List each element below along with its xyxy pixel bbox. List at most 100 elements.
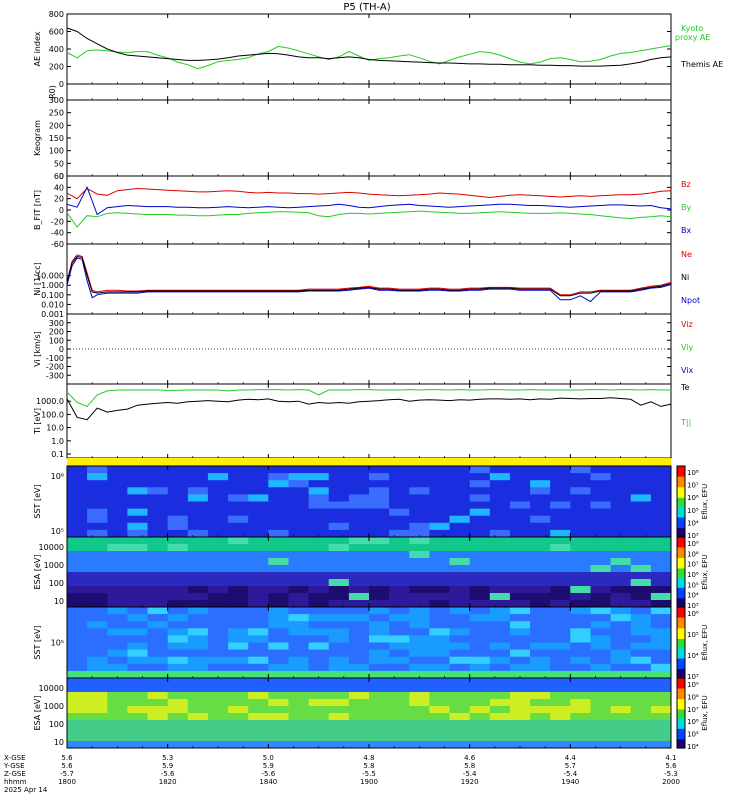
spectrogram-cell	[107, 466, 128, 474]
spectrogram-cell	[167, 614, 189, 622]
spectrogram-cell	[489, 529, 511, 538]
spectrogram-cell	[228, 466, 249, 474]
spectrogram-cell	[348, 720, 370, 728]
spectrogram-cell	[328, 579, 350, 587]
esa-1-colorbar-cell	[677, 601, 685, 605]
series-themis-ae	[66, 27, 672, 67]
legend-bz: Bz	[681, 180, 691, 189]
y-tick-label: 0	[59, 345, 64, 354]
spectrogram-cell	[530, 663, 551, 672]
spectrogram-cell	[187, 635, 209, 643]
y-tick-label: 1.0	[51, 437, 64, 446]
spectrogram-cell	[147, 494, 169, 502]
spectrogram-cell	[127, 537, 148, 545]
spectrogram-cell	[570, 529, 591, 538]
spectrogram-cell	[449, 480, 471, 488]
spectrogram-cell	[328, 649, 350, 658]
spectrogram-cell	[489, 607, 511, 615]
spectrogram-cell	[328, 670, 350, 679]
spectrogram-cell	[590, 508, 612, 517]
spectrogram-cell	[67, 628, 88, 636]
spectrogram-cell	[87, 600, 108, 608]
spectrogram-cell	[389, 579, 410, 587]
spectrogram-cell	[87, 706, 108, 714]
spectrogram-cell	[389, 656, 410, 665]
spectrogram-cell	[469, 621, 491, 629]
x-axis-cell: -5.3	[664, 770, 678, 778]
esa-2-colorbar-cell	[677, 737, 685, 740]
sst-2-colorbar-cell	[677, 623, 685, 626]
spectrogram-cell	[489, 487, 511, 495]
spectrogram-cell	[248, 522, 269, 531]
x-axis-cell: -5.7	[60, 770, 74, 778]
sst-top-strip	[67, 458, 671, 466]
spectrogram-cell	[650, 593, 672, 601]
spectrogram-cell	[127, 628, 148, 636]
sst-1-colorbar-cell	[677, 508, 685, 511]
spectrogram-cell	[268, 558, 289, 566]
spectrogram-cell	[509, 572, 531, 580]
sst-2-colorbar-cell	[677, 656, 685, 659]
esa-1-colorbar-cell	[677, 551, 685, 554]
spectrogram-cell	[187, 572, 209, 580]
spectrogram-cell	[127, 494, 148, 502]
spectrogram-cell	[429, 649, 450, 658]
spectrogram-cell	[650, 642, 672, 651]
x-axis-cell: -5.6	[261, 770, 275, 778]
spectrogram-cell	[228, 614, 249, 622]
x-axis-cell: 5.3	[162, 754, 173, 762]
spectrogram-cell	[207, 565, 229, 573]
esa-1-colorbar-cell	[677, 584, 685, 587]
spectrogram-cell	[207, 720, 229, 728]
esa-2-colorbar-cell	[677, 723, 685, 726]
spectrogram-cell	[509, 607, 531, 615]
spectrogram-cell	[288, 565, 310, 573]
esa-2-colorbar-cell	[677, 679, 685, 683]
spectrogram-cell	[87, 586, 108, 594]
spectrogram-cell	[369, 544, 390, 552]
spectrogram-cell	[288, 720, 310, 728]
colorbar-tick-label: 10³	[687, 602, 699, 610]
spectrogram-cell	[429, 713, 450, 721]
spectrogram-cell	[389, 494, 410, 502]
sst-2-colorbar-cell	[677, 658, 685, 661]
spectrogram-cell	[187, 551, 209, 559]
spectrogram-cell	[469, 473, 491, 481]
spectrogram-cell	[328, 466, 350, 474]
spectrogram-cell	[590, 565, 612, 573]
spectrogram-cell	[530, 635, 551, 643]
esa-1-colorbar-cell	[677, 589, 685, 592]
sst-1-colorbar-cell	[677, 478, 685, 481]
spectrogram-cell	[369, 663, 390, 672]
spectrogram-cell	[630, 529, 652, 538]
spectrogram-cell	[590, 678, 612, 686]
spectrogram-cell	[308, 565, 330, 573]
colorbar-tick-label: 10⁶	[687, 494, 699, 502]
spectrogram-cell	[570, 572, 591, 580]
spectrogram-cell	[228, 699, 249, 707]
spectrogram-cell	[268, 607, 289, 615]
spectrogram-cell	[288, 628, 310, 636]
spectrogram-cell	[328, 473, 350, 481]
spectrogram-cell	[550, 593, 571, 601]
spectrogram-cell	[489, 741, 511, 749]
spectrogram-cell	[348, 670, 370, 679]
spectrogram-cell	[650, 656, 672, 665]
spectrogram-cell	[590, 635, 612, 643]
spectrogram-cell	[650, 515, 672, 524]
x-axis-cell: 2000	[662, 778, 680, 786]
spectrogram-cell	[187, 692, 209, 700]
spectrogram-cell	[207, 501, 229, 510]
spectrogram-cell	[87, 508, 108, 517]
spectrogram-cell	[107, 551, 128, 559]
spectrogram-cell	[207, 692, 229, 700]
sst-2-colorbar-cell	[677, 619, 685, 622]
y-tick-label: 10⁶	[51, 472, 64, 481]
esa-2-colorbar-cell	[677, 711, 685, 714]
spectrogram-cell	[107, 642, 128, 651]
spectrogram-cell	[590, 706, 612, 714]
spectrogram-cell	[530, 487, 551, 495]
colorbar-tick-label: 10⁷	[687, 482, 699, 490]
spectrogram-cell	[167, 741, 189, 749]
spectrogram-cell	[187, 678, 209, 686]
